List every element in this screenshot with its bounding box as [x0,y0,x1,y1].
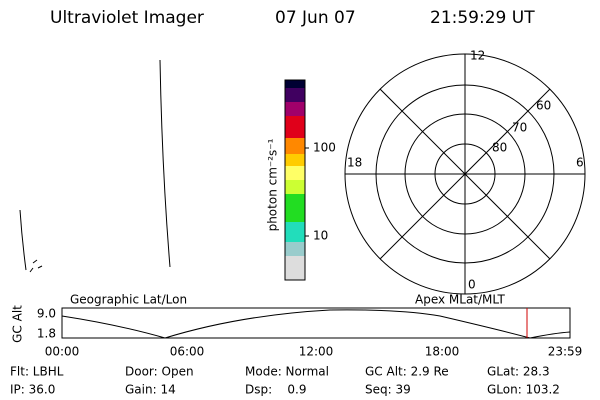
y-label: 1.8 [37,327,56,341]
timeline-title: Apex MLat/MLT [415,293,505,307]
time-label: 18:00 [425,345,460,359]
trace [29,259,43,273]
spoke [379,88,551,260]
image-traces [19,59,171,273]
lat-label: 80 [492,141,507,155]
trace [159,59,171,268]
info-field: GLon: 103.2 [487,383,560,397]
time-label: 06:00 [170,345,205,359]
time-label: 00:00 [45,345,80,359]
mlt-label: 18 [347,156,362,170]
time: 21:59:29 UT [430,8,535,28]
color-step [285,256,305,280]
info-field: Gain: 14 [125,383,176,397]
info-panel: Flt: LBHL Door: Open Mode: Normal GC Alt: 2… [10,365,560,397]
lat-label: 70 [512,121,527,135]
time-label: 12:00 [299,345,334,359]
info-field: IP: 36.0 [10,383,55,397]
altitude-curve [61,309,571,339]
colorbar-tick-label: 10 [313,229,328,243]
axis-label: GC Alt [11,305,25,343]
color-step [285,194,305,222]
y-label: 9.0 [37,307,56,321]
info-field: GC Alt: 2.9 Re [365,365,449,379]
color-step [285,138,305,154]
color-step [285,116,305,138]
trace [19,209,27,271]
color-step [285,242,305,256]
colorbar-unit: photon cm⁻²s⁻¹ [266,138,280,231]
color-step [285,88,305,102]
color-step [285,154,305,166]
timeline-title: Geographic Lat/Lon [70,293,187,307]
info-field: GLat: 28.3 [487,365,550,379]
time-label: 23:59 [548,345,583,359]
polar-grid: 12 18 6 0 60 70 80 [344,49,586,295]
info-field: Seq: 39 [365,383,411,397]
instrument: Ultraviolet Imager [50,8,204,28]
colorbar-tick-label: 100 [313,141,336,155]
info-field: Door: Open [125,365,194,379]
colorbar: 100 10 photon cm⁻²s⁻¹ [266,79,336,281]
color-step [285,102,305,116]
mlt-label: 0 [468,278,476,292]
date: 07 Jun 07 [275,8,356,28]
info-field: Dsp: 0.9 [245,383,307,397]
color-step [285,222,305,242]
mlt-label: 6 [576,156,584,170]
color-step [285,166,305,180]
info-field: Flt: LBHL [10,365,64,379]
lat-label: 60 [536,99,551,113]
timeline: Geographic Lat/Lon Apex MLat/MLT GC Alt … [11,293,583,359]
colorbar-frame [284,79,306,281]
mlt-label: 12 [470,49,485,63]
color-step [285,180,305,194]
color-step [285,80,305,88]
timeline-frame [61,307,571,339]
info-field: Mode: Normal [245,365,329,379]
